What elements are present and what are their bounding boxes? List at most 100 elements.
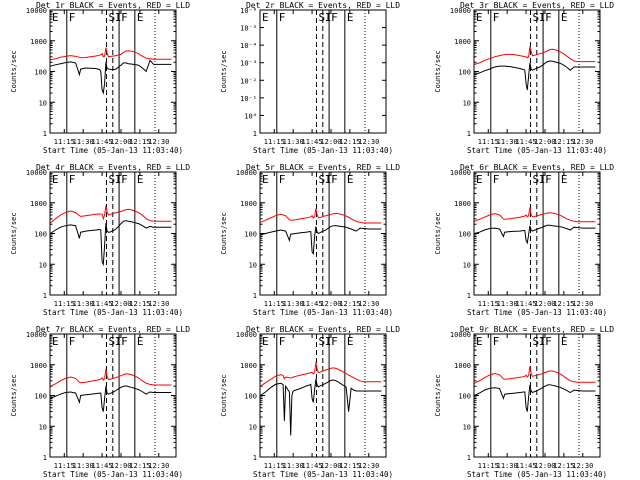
x-tick-label: 11:45 (516, 300, 537, 308)
chart-panel-9: Det 9r BLACK = Events, RED = LLD 1 10 100 10… (434, 325, 614, 479)
chart-panel-3: Det 3r BLACK = Events, RED = LLD 1 10 100 10… (434, 1, 614, 155)
chart-panel-4: Det 4r BLACK = Events, RED = LLD 1 10 100 10… (10, 163, 190, 317)
x-axis-label: Start Time (05-Jan-13 11:03:40) (467, 146, 607, 155)
y-tick-label: 10000 (26, 331, 47, 339)
x-tick-label: 11:45 (92, 138, 113, 146)
y-axis-label: Counts/sec (220, 374, 228, 416)
time-marker-label: F (121, 335, 128, 348)
y-tick-label: 1000 (454, 38, 471, 46)
x-tick-label: 11:30 (497, 138, 518, 146)
series-line-events (50, 59, 172, 95)
y-tick-label: 1 (43, 292, 47, 300)
chart-panel-6: Det 6r BLACK = Events, RED = LLD 1 10 100 10… (434, 163, 614, 317)
x-tick-label: 11:30 (497, 462, 518, 470)
x-tick-label: 11:15 (264, 300, 285, 308)
series-line-events (474, 60, 596, 91)
time-marker-label: E (137, 173, 144, 186)
x-tick-label: 12:00 (320, 300, 341, 308)
x-axis-label: Start Time (05-Jan-13 11:03:40) (467, 308, 607, 317)
time-marker-label: F (493, 173, 500, 186)
time-marker-label: I (115, 173, 122, 186)
series-line-lld (50, 47, 172, 61)
y-tick-label: 10⁻⁴ (240, 42, 257, 50)
time-marker-label: S (108, 173, 115, 186)
y-tick-label: 1000 (30, 38, 47, 46)
time-marker-label: F (279, 11, 286, 24)
x-tick-label: 11:15 (478, 462, 499, 470)
y-tick-label: 100 (34, 69, 47, 77)
time-marker-label: F (121, 173, 128, 186)
time-marker-label: E (262, 173, 269, 186)
x-tick-label: 12:15 (339, 462, 360, 470)
x-tick-label: 12:00 (110, 462, 131, 470)
y-tick-label: 10⁻¹ (240, 95, 257, 103)
y-tick-label: 10 (463, 423, 471, 431)
y-tick-label: 10⁻³ (240, 60, 257, 68)
x-tick-label: 12:00 (320, 138, 341, 146)
x-tick-label: 11:30 (73, 462, 94, 470)
y-tick-label: 10 (249, 423, 257, 431)
time-marker-label: I (325, 11, 332, 24)
y-tick-label: 1 (43, 130, 47, 138)
y-tick-label: 10 (463, 99, 471, 107)
x-tick-label: 12:00 (110, 138, 131, 146)
y-axis-label: Counts/sec (10, 50, 18, 92)
y-tick-label: 10000 (450, 7, 471, 15)
x-axis-label: Start Time (05-Jan-13 11:03:40) (253, 308, 393, 317)
y-tick-label: 10⁻⁵ (240, 25, 257, 33)
x-tick-label: 12:30 (572, 300, 593, 308)
time-marker-label: E (137, 335, 144, 348)
x-axis-label: Start Time (05-Jan-13 11:03:40) (43, 146, 183, 155)
time-marker-label: E (262, 335, 269, 348)
y-tick-label: 1000 (454, 200, 471, 208)
y-tick-label: 10⁻² (240, 77, 257, 85)
x-tick-label: 11:45 (516, 462, 537, 470)
time-marker-label: I (115, 11, 122, 24)
time-marker-label: I (325, 173, 332, 186)
y-tick-label: 100 (458, 393, 471, 401)
x-tick-label: 11:15 (264, 138, 285, 146)
x-tick-label: 12:15 (129, 138, 150, 146)
y-tick-label: 10 (39, 423, 47, 431)
x-tick-label: 11:15 (478, 300, 499, 308)
chart-title: Det 7r BLACK = Events, RED = LLD (36, 325, 190, 334)
y-tick-label: 1 (43, 454, 47, 462)
x-tick-label: 11:45 (92, 300, 113, 308)
y-tick-label: 10000 (236, 169, 257, 177)
chart-title: Det 9r BLACK = Events, RED = LLD (460, 325, 614, 334)
time-marker-label: F (545, 11, 552, 24)
y-tick-label: 1 (253, 130, 257, 138)
y-axis-label: Counts/sec (220, 50, 228, 92)
chart-title: Det 3r BLACK = Events, RED = LLD (460, 1, 614, 10)
time-marker-label: S (318, 335, 325, 348)
x-tick-label: 12:15 (339, 300, 360, 308)
x-tick-label: 11:30 (283, 138, 304, 146)
x-tick-label: 12:00 (534, 462, 555, 470)
y-tick-label: 100 (34, 231, 47, 239)
x-tick-label: 12:00 (534, 300, 555, 308)
chart-panel-1: Det 1r BLACK = Events, RED = LLD 1 10 100 10… (10, 1, 190, 155)
x-tick-label: 12:15 (129, 462, 150, 470)
chart-title: Det 5r BLACK = Events, RED = LLD (246, 163, 400, 172)
time-marker-label: F (69, 11, 76, 24)
x-tick-label: 11:15 (54, 462, 75, 470)
time-marker-label: S (108, 335, 115, 348)
y-axis-label: Counts/sec (220, 212, 228, 254)
y-tick-label: 100 (458, 231, 471, 239)
time-marker-label: F (493, 11, 500, 24)
y-tick-label: 100 (34, 393, 47, 401)
y-tick-label: 1 (467, 454, 471, 462)
x-tick-label: 11:30 (73, 300, 94, 308)
y-tick-label: 10⁻⁶ (240, 7, 257, 15)
time-marker-label: S (532, 173, 539, 186)
time-marker-label: I (325, 335, 332, 348)
x-tick-label: 11:45 (302, 138, 323, 146)
y-tick-label: 100 (244, 231, 257, 239)
series-line-events (474, 224, 596, 245)
chart-title: Det 4r BLACK = Events, RED = LLD (36, 163, 190, 172)
x-tick-label: 12:30 (148, 462, 169, 470)
series-line-lld (474, 207, 596, 223)
x-tick-label: 12:15 (339, 138, 360, 146)
time-marker-label: F (331, 335, 338, 348)
y-tick-label: 10 (249, 261, 257, 269)
